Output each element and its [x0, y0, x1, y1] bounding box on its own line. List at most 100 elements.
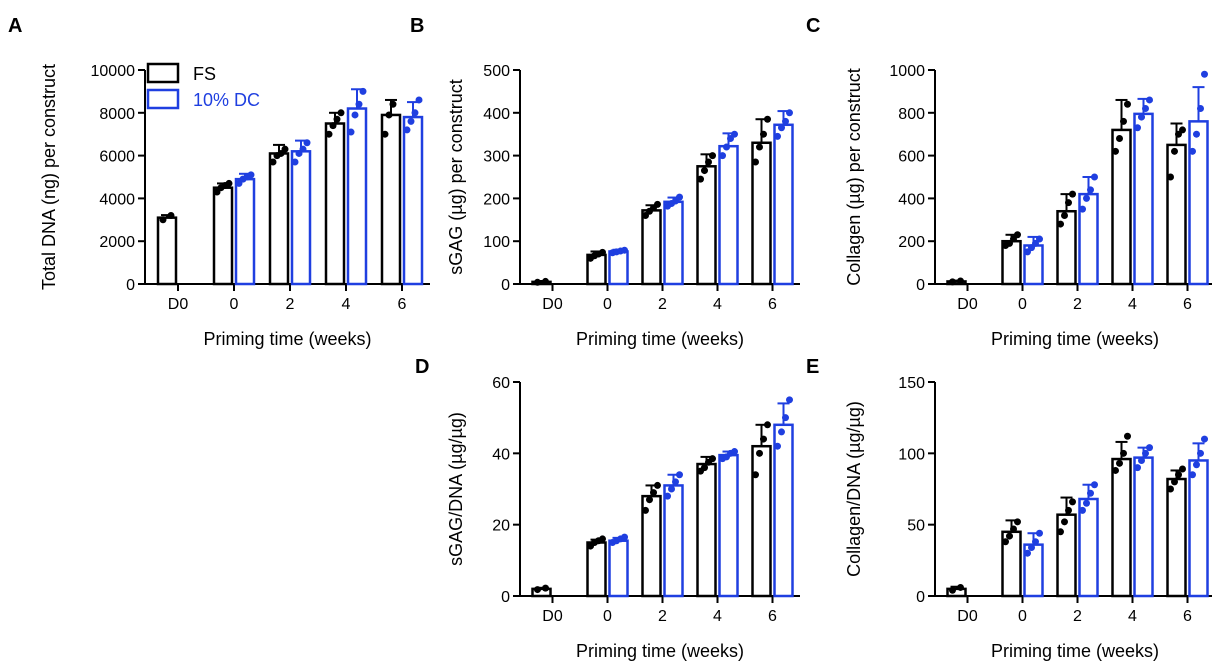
data-point [1146, 96, 1153, 104]
x-tick-label: 6 [398, 296, 407, 313]
y-tick-label: 800 [898, 106, 925, 123]
panel-letter: D [415, 356, 429, 378]
data-point [1138, 113, 1145, 121]
y-tick-label: 500 [483, 63, 510, 80]
data-point [329, 122, 337, 130]
data-point [650, 489, 657, 497]
data-point [299, 145, 307, 153]
data-point [167, 212, 175, 220]
y-tick-label: 20 [492, 518, 510, 535]
data-point [676, 471, 683, 479]
data-point [1036, 235, 1043, 243]
data-point [1014, 231, 1021, 239]
data-point [1201, 435, 1208, 443]
data-point [1032, 538, 1039, 546]
legend-swatch [146, 62, 180, 84]
bar [773, 123, 794, 286]
x-tick-label: 4 [713, 608, 722, 625]
data-point [705, 158, 712, 166]
bar [402, 115, 424, 286]
data-point [668, 485, 675, 493]
data-point [723, 143, 730, 151]
x-tick-label: 0 [603, 608, 612, 625]
data-point [347, 128, 355, 136]
data-point [1087, 489, 1094, 497]
data-point [381, 130, 389, 138]
bar [1166, 143, 1187, 286]
data-point [1079, 506, 1086, 514]
data-point [621, 533, 628, 541]
data-point [1065, 199, 1072, 207]
data-point [1002, 538, 1009, 546]
bar [608, 250, 629, 286]
data-point [719, 152, 726, 160]
data-point [646, 496, 653, 504]
x-tick-label: 2 [286, 296, 295, 313]
data-point [1193, 461, 1200, 469]
data-point [1179, 465, 1186, 473]
bar [586, 541, 607, 598]
data-point [1083, 194, 1090, 202]
bar [1133, 456, 1154, 598]
x-tick-label: D0 [957, 608, 978, 625]
data-point [355, 100, 363, 108]
bar [268, 152, 290, 286]
bar [663, 484, 684, 598]
x-tick-label: 4 [342, 296, 351, 313]
y-tick-label: 0 [501, 277, 510, 294]
y-tick-label: 40 [492, 446, 510, 463]
bar [608, 539, 629, 598]
x-tick-label: 6 [768, 296, 777, 313]
y-tick-label: 0 [126, 277, 135, 294]
data-point [269, 158, 277, 166]
data-point [325, 130, 333, 138]
data-point [1175, 471, 1182, 479]
data-point [1116, 134, 1123, 142]
data-point [774, 132, 781, 140]
data-point [1193, 130, 1200, 138]
data-point [949, 586, 956, 594]
data-point [786, 109, 793, 117]
bar [234, 177, 256, 286]
data-point [782, 414, 789, 422]
data-point [534, 586, 541, 594]
x-tick-label: 6 [768, 608, 777, 625]
data-point [1065, 506, 1072, 514]
data-point [1010, 525, 1017, 533]
data-point [1069, 498, 1076, 506]
data-point [351, 111, 359, 119]
y-tick-label: 1000 [889, 63, 925, 80]
bar [696, 165, 717, 286]
y-tick-label: 100 [483, 234, 510, 251]
panel-letter: E [806, 356, 819, 378]
data-point [599, 535, 606, 543]
data-point [159, 216, 167, 224]
data-point [697, 175, 704, 183]
data-point [337, 109, 345, 117]
x-tick-label: D0 [168, 296, 189, 313]
panel-c: C 0 200 400 600 800 1000 Collagen (µg) per cons… [806, 15, 1212, 349]
panel-e: E 0 50 100 150 Collagen/DNA (µg/µg) D0 0 2 4 6 Prim… [806, 356, 1212, 661]
data-point [1091, 481, 1098, 489]
x-tick-label: 2 [1073, 608, 1082, 625]
data-point [654, 481, 661, 489]
data-point [303, 139, 311, 147]
y-tick-label: 60 [492, 375, 510, 392]
x-tick-label: 0 [1018, 608, 1027, 625]
data-point [389, 100, 397, 108]
data-point [778, 124, 785, 132]
data-point [672, 478, 679, 486]
data-point [664, 492, 671, 500]
x-tick-label: 0 [230, 296, 239, 313]
data-point [764, 115, 771, 123]
y-tick-label: 600 [898, 149, 925, 166]
data-point [1079, 205, 1086, 213]
panel-letter: C [806, 15, 820, 37]
legend-swatch [146, 88, 180, 110]
bar [1111, 457, 1132, 598]
data-point [542, 584, 549, 592]
x-axis-title: Priming time (weeks) [576, 329, 744, 349]
legend-label: 10% DC [193, 90, 260, 110]
data-point [1024, 549, 1031, 557]
